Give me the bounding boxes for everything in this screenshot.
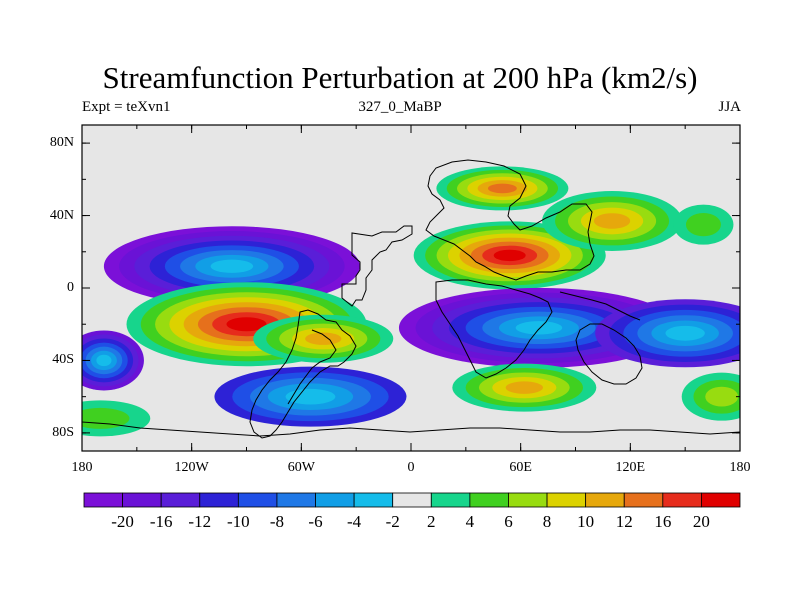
contour-band <box>685 212 721 237</box>
anomaly-cell <box>413 221 606 290</box>
colorbar-label: 2 <box>427 512 436 531</box>
anomaly-cell <box>253 314 394 363</box>
colorbar-swatch <box>353 492 394 508</box>
contour-band <box>226 317 267 332</box>
lon-label: 60W <box>287 460 315 475</box>
colorbar-swatch <box>508 492 548 508</box>
anomaly-cell <box>595 299 740 368</box>
colorbar-swatch <box>160 492 201 508</box>
contour-band <box>487 183 517 194</box>
contour-band <box>96 354 112 367</box>
colorbar-label: 6 <box>504 512 513 531</box>
colorbar-label: 10 <box>577 512 595 531</box>
colorbar-label: 16 <box>654 512 672 531</box>
colorbar-label: 4 <box>465 512 475 531</box>
colorbar <box>83 492 741 508</box>
lat-label: 0 <box>67 280 74 295</box>
colorbar-swatch <box>392 492 432 508</box>
colorbar-label: -6 <box>308 512 323 531</box>
coastline-eurasia <box>425 159 595 281</box>
lon-label: 120E <box>615 460 646 475</box>
colorbar-label: 12 <box>615 512 633 531</box>
colorbar-swatch <box>430 492 471 508</box>
lat-label: 40N <box>49 207 74 223</box>
coastline-australia <box>575 323 643 385</box>
contour-band <box>665 325 705 341</box>
colorbar-swatch <box>469 492 509 508</box>
colorbar-label: 8 <box>542 512 552 531</box>
lat-label: 80N <box>49 135 74 151</box>
lon-label: 120W <box>174 460 209 475</box>
contour-band <box>505 381 543 394</box>
anomaly-cell <box>542 190 683 251</box>
colorbar-swatch <box>199 492 239 508</box>
colorbar-swatch <box>237 492 278 508</box>
colorbar-swatch <box>585 492 625 508</box>
coastline-north-america <box>341 225 413 307</box>
colorbar-label: -4 <box>347 512 362 531</box>
colorbar-swatch <box>623 492 664 508</box>
colorbar-label: -2 <box>385 512 400 531</box>
colorbar-label: -20 <box>111 512 134 531</box>
colorbar-label: -16 <box>149 512 173 531</box>
anomaly-cell <box>681 372 740 421</box>
anomaly-cell <box>214 366 407 427</box>
case-label: 327_0_MaBP <box>358 99 442 115</box>
anomaly-cell <box>673 204 734 245</box>
anomaly-cell <box>452 363 597 412</box>
experiment-label: Expt = teXvn1 <box>82 99 171 115</box>
contour-band <box>82 407 130 429</box>
contour-band <box>210 259 254 273</box>
contour-band <box>285 388 336 405</box>
lon-label: 180 <box>71 460 93 475</box>
contour-band <box>493 249 526 262</box>
coastline-south-america <box>249 309 357 439</box>
colorbar-swatch <box>83 492 123 508</box>
coastline-africa <box>435 279 553 379</box>
chart-title: Streamfunction Perturbation at 200 hPa (… <box>102 60 698 95</box>
coastline-south-america-inner <box>287 329 337 405</box>
colorbar-swatch <box>122 492 162 508</box>
colorbar-label: -12 <box>188 512 212 531</box>
anomaly-cell <box>82 330 144 391</box>
colorbar-label: -10 <box>227 512 250 531</box>
colorbar-swatch <box>315 492 355 508</box>
colorbar-swatch <box>276 492 316 508</box>
contour-band <box>515 321 563 335</box>
contour-band <box>305 332 342 345</box>
lat-label: 80S <box>52 424 74 440</box>
lon-label: 60E <box>509 460 532 475</box>
coastline-antarctica <box>82 421 740 437</box>
contour-field <box>82 166 740 437</box>
contour-band <box>593 213 631 229</box>
contour-band <box>705 386 739 407</box>
colorbar-label: 20 <box>692 512 710 531</box>
axis-ticks <box>81 125 741 451</box>
lat-label: 40S <box>52 352 74 368</box>
lon-label: 0 <box>407 460 415 475</box>
anomaly-cell <box>436 166 569 211</box>
coastlines <box>82 159 740 439</box>
colorbar-swatch <box>662 492 702 508</box>
coastline-indonesia <box>559 291 641 321</box>
colorbar-swatch <box>701 492 741 508</box>
season-label: JJA <box>718 99 741 115</box>
colorbar-swatch <box>546 492 587 508</box>
lon-label: 180 <box>729 460 751 475</box>
colorbar-label: -8 <box>269 512 285 531</box>
